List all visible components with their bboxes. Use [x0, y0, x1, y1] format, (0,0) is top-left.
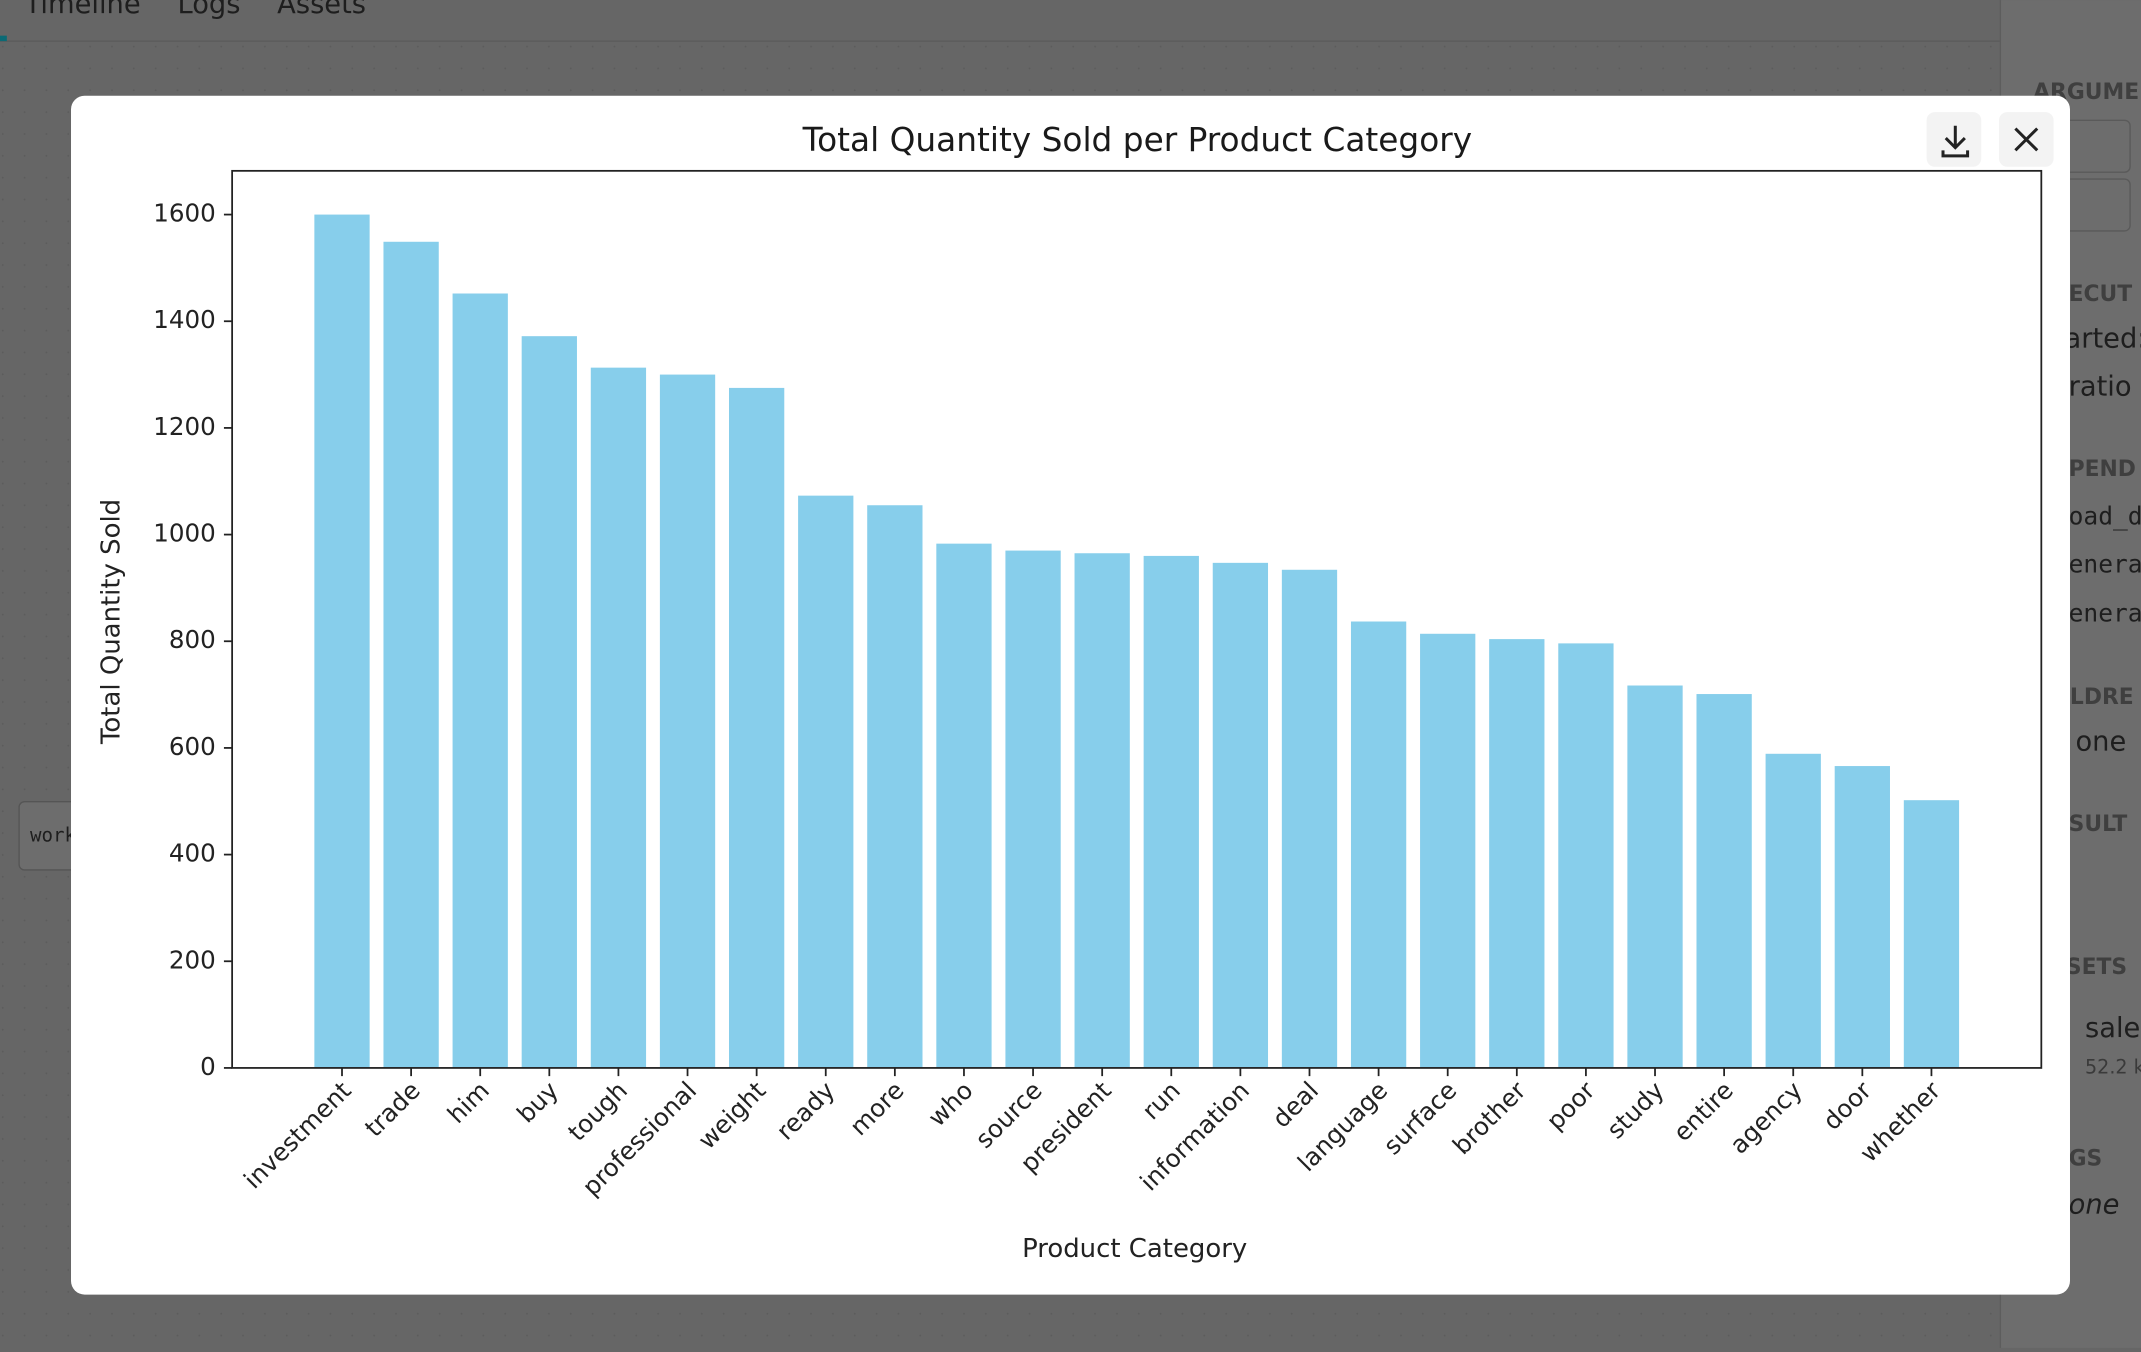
bar: [383, 241, 439, 1068]
bar: [1627, 685, 1683, 1068]
y-tick-label: 800: [169, 625, 216, 654]
bar: [1696, 694, 1752, 1068]
bar: [728, 387, 785, 1068]
bar: [521, 336, 577, 1068]
side-label: ratio: [2069, 371, 2132, 402]
bar: [1350, 621, 1407, 1068]
tab: Timeline: [24, 0, 141, 20]
active-tab-indicator: [0, 35, 7, 42]
side-label: 52.2 k: [2085, 1055, 2141, 1078]
chart-title: Total Quantity Sold per Product Category: [802, 121, 1472, 159]
y-tick-label: 600: [169, 732, 216, 761]
bar: [1834, 766, 1890, 1068]
bar: [1558, 643, 1614, 1068]
side-label: SETS: [2066, 955, 2127, 980]
side-label: ILDRE: [2062, 685, 2134, 710]
bar: [1143, 555, 1199, 1068]
plot-frame: [231, 169, 2043, 1069]
close-button[interactable]: [1998, 112, 2054, 167]
bar: [1420, 633, 1476, 1068]
y-tick-label: 0: [200, 1052, 216, 1081]
side-label: PEND: [2069, 457, 2136, 482]
node-label: work: [30, 823, 77, 846]
bar: [1765, 753, 1821, 1068]
bar: [1212, 562, 1269, 1068]
bar: [1005, 550, 1061, 1068]
bar: [1281, 569, 1338, 1068]
y-tick-label: 400: [169, 839, 216, 868]
side-label: oad_d: [2069, 502, 2141, 531]
side-label: one: [2075, 726, 2126, 757]
bar: [1074, 553, 1130, 1068]
y-tick-label: 200: [169, 945, 216, 974]
side-label: arted:: [2065, 324, 2141, 355]
bar: [590, 367, 647, 1068]
bar: [867, 505, 923, 1068]
tab: Assets: [277, 0, 366, 20]
tab: Logs: [178, 0, 241, 20]
y-tick-label: 1600: [153, 199, 216, 228]
side-label: ECUT: [2069, 282, 2133, 307]
y-tick-label: 1000: [153, 519, 216, 548]
x-axis-label: Product Category: [1022, 1234, 1247, 1264]
bar: [1489, 639, 1545, 1068]
y-axis-label: Total Quantity Sold: [96, 499, 126, 745]
side-label: SULT: [2069, 812, 2128, 837]
side-label: one: [2069, 1189, 2120, 1220]
y-tick-label: 1400: [153, 305, 216, 334]
side-label: GS: [2069, 1146, 2103, 1171]
bar: [314, 214, 370, 1068]
side-label: enera: [2069, 549, 2141, 578]
side-label: enera: [2069, 599, 2141, 628]
side-label: sale: [2085, 1013, 2140, 1044]
y-tick-label: 1200: [153, 412, 216, 441]
bar: [659, 374, 716, 1068]
download-button[interactable]: [1926, 112, 1982, 167]
bar: [452, 293, 508, 1068]
bar: [798, 495, 854, 1068]
bar: [936, 543, 992, 1068]
bar: [1903, 800, 1960, 1068]
